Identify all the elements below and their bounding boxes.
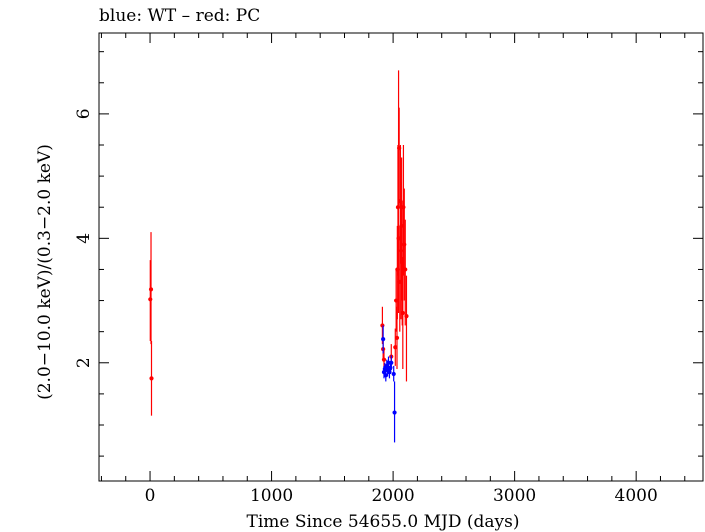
pc-point <box>394 335 400 340</box>
pc-point <box>400 310 405 316</box>
x-tick-label: 2000 <box>371 486 414 506</box>
y-axis-label: (2.0−10.0 keV)/(0.3−2.0 keV) <box>35 144 55 400</box>
wt-point <box>383 373 388 378</box>
pc-point <box>403 267 408 272</box>
pc-point <box>380 323 385 328</box>
wt-point <box>388 365 393 370</box>
pc-point <box>404 314 409 319</box>
wt-point <box>392 410 397 415</box>
pc-point <box>148 297 153 302</box>
x-tick-label: 3000 <box>493 486 536 506</box>
data-marks <box>148 70 409 443</box>
chart-title: blue: WT – red: PC <box>99 6 260 26</box>
y-tick-label: 6 <box>74 108 94 119</box>
plot-frame <box>98 32 704 482</box>
x-axis-label: Time Since 54655.0 MJD (days) <box>247 512 520 532</box>
pc-point <box>148 287 154 292</box>
x-tick-label: 4000 <box>615 486 658 506</box>
wt-point <box>381 337 386 342</box>
wt-point <box>391 371 396 377</box>
pc-point <box>149 376 154 381</box>
y-tick-label: 2 <box>74 357 94 368</box>
pc-point <box>393 345 398 350</box>
wt-point <box>389 360 394 365</box>
pc-point <box>401 205 406 210</box>
y-tick-label: 4 <box>74 233 94 244</box>
x-tick-label: 0 <box>145 486 156 506</box>
x-tick-label: 1000 <box>250 486 293 506</box>
axis-ticks: 0 1000 2000 3000 4000 2 4 6 <box>74 33 703 506</box>
pc-point <box>381 357 387 362</box>
